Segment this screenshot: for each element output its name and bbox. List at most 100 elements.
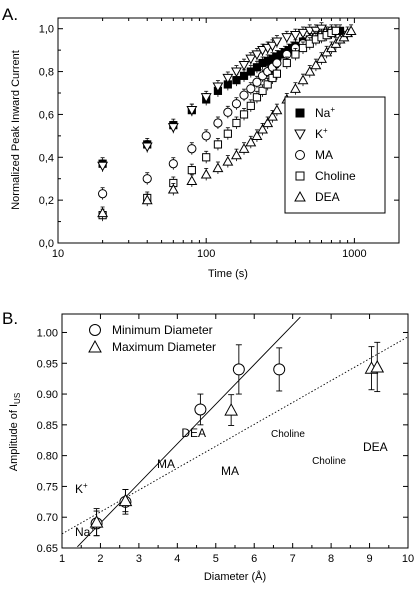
data-point — [246, 84, 256, 94]
data-point — [298, 43, 308, 53]
legend-marker-dea — [294, 190, 306, 202]
data-point — [187, 166, 196, 175]
y-tick-label: 0,8 — [39, 67, 54, 79]
y-tick-label: 0,2 — [39, 195, 54, 207]
y-tick-label: 0.90 — [37, 389, 58, 401]
data-point — [222, 73, 234, 84]
data-point — [98, 189, 108, 199]
y-tick-label: 0,0 — [39, 238, 54, 250]
point-label-na: Na+ — [75, 524, 95, 539]
ylabel-subscript: US — [13, 393, 22, 404]
data-point — [281, 33, 293, 43]
y-tick-label: 0.65 — [37, 543, 58, 555]
legend-marker-choline — [295, 171, 305, 181]
data-point — [201, 131, 211, 141]
chart-b-xlabel: Diameter (Å) — [204, 570, 266, 583]
point-label-dea: DEA — [363, 440, 388, 454]
x-tick-label: 8 — [328, 553, 334, 565]
data-point — [245, 136, 257, 147]
legend-label: Maximum Diameter — [112, 340, 216, 354]
data-point — [258, 86, 267, 95]
x-tick-label: 3 — [136, 553, 142, 565]
y-tick-label: 0.75 — [37, 481, 58, 493]
data-point — [186, 175, 198, 185]
data-point — [239, 71, 249, 80]
data-point — [238, 61, 250, 71]
y-tick-label: 0.95 — [37, 358, 58, 370]
data-point — [310, 59, 322, 70]
point-label-choline: Choline — [312, 456, 346, 467]
data-point — [89, 515, 104, 528]
data-point — [238, 143, 250, 153]
legend-marker-na — [295, 108, 305, 118]
point-label-k-superscript: + — [83, 481, 88, 490]
y-tick-label: 0.85 — [37, 420, 58, 432]
data-point — [212, 162, 224, 173]
series-minimum-diameter — [90, 344, 286, 537]
data-point — [97, 161, 109, 172]
x-tick-label: 100 — [197, 248, 215, 260]
point-label-dea: DEA — [181, 426, 206, 440]
chart-a-frame — [57, 17, 400, 244]
legend-marker-maximum — [88, 339, 102, 353]
data-point — [291, 50, 300, 59]
data-point — [118, 493, 133, 507]
data-point — [246, 67, 255, 76]
data-point — [316, 53, 327, 63]
data-point — [230, 67, 242, 78]
y-tick-label: 0.70 — [37, 512, 58, 524]
chart-b-annotations: K+ Na+ MA DEA Choline MA Choline DEA — [75, 426, 388, 539]
y-tick-label: 0.80 — [37, 451, 58, 463]
legend-label-superscript: + — [323, 126, 328, 135]
data-point — [141, 142, 153, 153]
y-tick-label: 1.00 — [37, 327, 58, 339]
data-point — [252, 77, 262, 87]
data-point — [222, 155, 234, 166]
chart-a-ticks: 10 100 1000 0,0 0,2 0,4 0,6 0,8 1,0 — [39, 18, 400, 260]
data-point — [263, 80, 272, 89]
data-point — [267, 110, 278, 121]
data-point — [231, 99, 242, 109]
data-point — [246, 101, 255, 110]
data-point — [251, 130, 263, 140]
data-point — [289, 31, 301, 41]
legend-label: DEA — [315, 190, 340, 204]
series-maximum-diameter — [89, 341, 385, 537]
data-point — [297, 74, 309, 85]
legend-marker-k — [294, 129, 306, 141]
data-point — [232, 363, 245, 376]
data-point — [223, 107, 233, 117]
data-point — [213, 140, 223, 149]
data-point — [167, 183, 179, 194]
panel-a-label: A. — [2, 5, 18, 24]
x-tick-label: 5 — [213, 553, 219, 565]
data-point — [232, 118, 241, 128]
legend-label: Choline — [315, 169, 356, 183]
data-point — [252, 63, 262, 72]
point-label-na-superscript: + — [90, 524, 95, 533]
chart-a: 10 100 1000 0,0 0,2 0,4 0,6 0,8 1,0 Time (s) Nor… — [10, 17, 400, 280]
data-point — [273, 363, 286, 376]
legend-label: Na+ — [315, 105, 335, 120]
x-tick-label: 10 — [402, 553, 414, 565]
legend-label-superscript: + — [330, 105, 335, 114]
data-point — [194, 403, 207, 416]
data-point — [224, 403, 238, 416]
data-point — [304, 65, 316, 76]
data-point — [262, 117, 274, 128]
data-point — [271, 104, 283, 115]
data-point — [200, 93, 212, 103]
data-point — [272, 58, 282, 68]
x-tick-label: 7 — [290, 553, 296, 565]
point-label-k: K+ — [75, 481, 88, 496]
data-point — [142, 174, 152, 184]
data-point — [202, 153, 211, 162]
x-tick-label: 1000 — [342, 248, 366, 260]
data-point — [331, 26, 340, 35]
data-point — [239, 110, 249, 119]
point-label-choline: Choline — [271, 429, 305, 440]
data-point — [305, 39, 314, 48]
x-tick-label: 4 — [174, 553, 180, 565]
